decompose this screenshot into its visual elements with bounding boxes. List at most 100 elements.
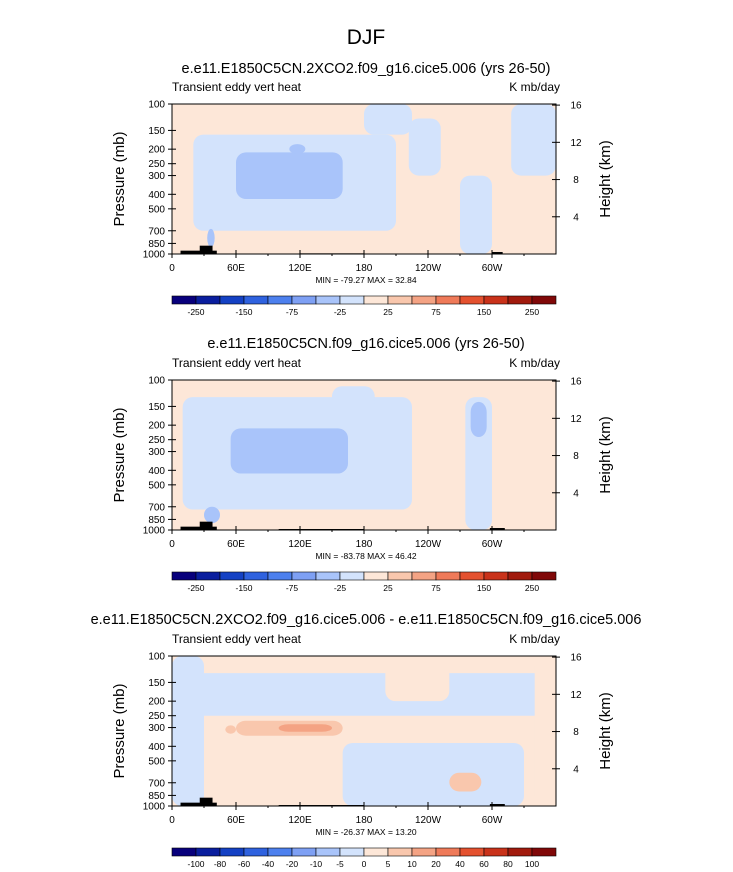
panel-title: e.e11.E1850C5CN.f09_g16.cice5.006 (yrs 2…: [207, 336, 524, 352]
h-tick-label: 12: [570, 690, 582, 701]
p-tick-label: 150: [148, 678, 165, 689]
chart-panel-1: e.e11.E1850C5CN.2XCO2.f09_g16.cice5.006 …: [111, 61, 614, 317]
p-tick-label: 100: [148, 100, 165, 111]
colorbar-label: -10: [310, 859, 323, 869]
contour-region: [225, 725, 236, 734]
colorbar-swatch: [435, 295, 461, 305]
colorbar-swatch: [531, 295, 557, 305]
p-tick-label: 1000: [143, 250, 166, 261]
p-tick-label: 850: [148, 515, 165, 526]
colorbar-label: -60: [238, 859, 251, 869]
colorbar-swatch: [195, 571, 221, 581]
colorbar-swatch: [483, 571, 509, 581]
contour-region: [332, 386, 375, 411]
colorbar-label: -75: [286, 307, 299, 317]
contour-field: [172, 656, 556, 806]
colorbar-label: 100: [525, 859, 539, 869]
colorbar-swatch: [243, 295, 269, 305]
colorbar-label: 60: [479, 859, 489, 869]
colorbar-swatch: [291, 295, 317, 305]
p-tick-label: 150: [148, 402, 165, 413]
colorbar-swatch: [459, 571, 485, 581]
contour-region: [460, 175, 492, 254]
x-tick-label: 120W: [415, 539, 442, 550]
p-tick-label: 200: [148, 421, 165, 432]
colorbar-label: 250: [525, 307, 539, 317]
h-tick-label: 16: [570, 377, 582, 388]
y-axis-label-right: Height (km): [597, 416, 614, 494]
x-tick-label: 0: [169, 539, 175, 550]
colorbar-swatch: [243, 571, 269, 581]
colorbar-swatch: [435, 571, 461, 581]
contour-region: [236, 152, 343, 200]
figure-title: DJF: [347, 26, 386, 49]
p-tick-label: 200: [148, 145, 165, 156]
colorbar-label: -25: [334, 307, 347, 317]
colorbar-label: 25: [383, 307, 393, 317]
topography: [180, 526, 217, 530]
contour-region: [511, 104, 556, 176]
p-tick-label: 300: [148, 723, 165, 734]
colorbar-swatch: [507, 571, 533, 581]
colorbar-swatch: [219, 571, 245, 581]
colorbar-swatch: [339, 295, 365, 305]
colorbar-swatch: [531, 571, 557, 581]
y-axis-label: Pressure (mb): [111, 407, 128, 502]
contour-region: [449, 772, 482, 792]
colorbar-swatch: [387, 295, 413, 305]
y-axis-label-right: Height (km): [597, 692, 614, 770]
p-tick-label: 500: [148, 204, 165, 215]
x-tick-label: 60W: [482, 263, 503, 274]
panel-left-label: Transient eddy vert heat: [172, 632, 302, 646]
colorbar-swatch: [195, 847, 221, 857]
panel-title: e.e11.E1850C5CN.2XCO2.f09_g16.cice5.006 …: [91, 612, 642, 628]
p-tick-label: 700: [148, 502, 165, 513]
colorbar-label: -80: [214, 859, 227, 869]
contour-region: [204, 506, 220, 524]
y-axis-label: Pressure (mb): [111, 131, 128, 226]
colorbar-swatch: [315, 847, 341, 857]
colorbar-swatch: [459, 295, 485, 305]
x-tick-label: 120W: [415, 263, 442, 274]
colorbar-label: -5: [336, 859, 344, 869]
colorbar-swatch: [363, 571, 389, 581]
contour-region: [172, 656, 204, 806]
colorbar-label: 150: [477, 583, 491, 593]
colorbar-swatch: [219, 847, 245, 857]
chart-panel-3: e.e11.E1850C5CN.2XCO2.f09_g16.cice5.006 …: [91, 612, 642, 869]
colorbar-swatch: [387, 847, 413, 857]
p-tick-label: 500: [148, 480, 165, 491]
colorbar-swatch: [243, 847, 269, 857]
colorbar-swatch: [171, 295, 197, 305]
colorbar-label: 5: [386, 859, 391, 869]
colorbar-swatch: [267, 847, 293, 857]
colorbar-label: -75: [286, 583, 299, 593]
topography: [199, 245, 213, 254]
p-tick-label: 500: [148, 756, 165, 767]
colorbar-swatch: [411, 847, 437, 857]
p-tick-label: 1000: [143, 802, 166, 813]
colorbar-swatch: [171, 847, 197, 857]
topography: [489, 528, 505, 530]
topography: [492, 252, 503, 254]
p-tick-label: 100: [148, 376, 165, 387]
x-tick-label: 60W: [482, 539, 503, 550]
h-tick-label: 4: [573, 764, 579, 775]
colorbar-swatch: [483, 847, 509, 857]
colorbar-swatch: [291, 847, 317, 857]
x-tick-label: 120E: [288, 539, 312, 550]
x-tick-label: 0: [169, 815, 175, 826]
contour-region: [230, 428, 348, 474]
p-tick-label: 400: [148, 466, 165, 477]
colorbar-label: 250: [525, 583, 539, 593]
colorbar-label: 150: [477, 307, 491, 317]
panel-units-label: K mb/day: [509, 356, 560, 370]
colorbar-label: -20: [286, 859, 299, 869]
h-tick-label: 16: [570, 653, 582, 664]
x-tick-label: 180: [356, 815, 373, 826]
colorbar-swatch: [339, 571, 365, 581]
contour-region: [470, 401, 487, 438]
colorbar-label: 75: [431, 307, 441, 317]
colorbar-swatch: [411, 295, 437, 305]
